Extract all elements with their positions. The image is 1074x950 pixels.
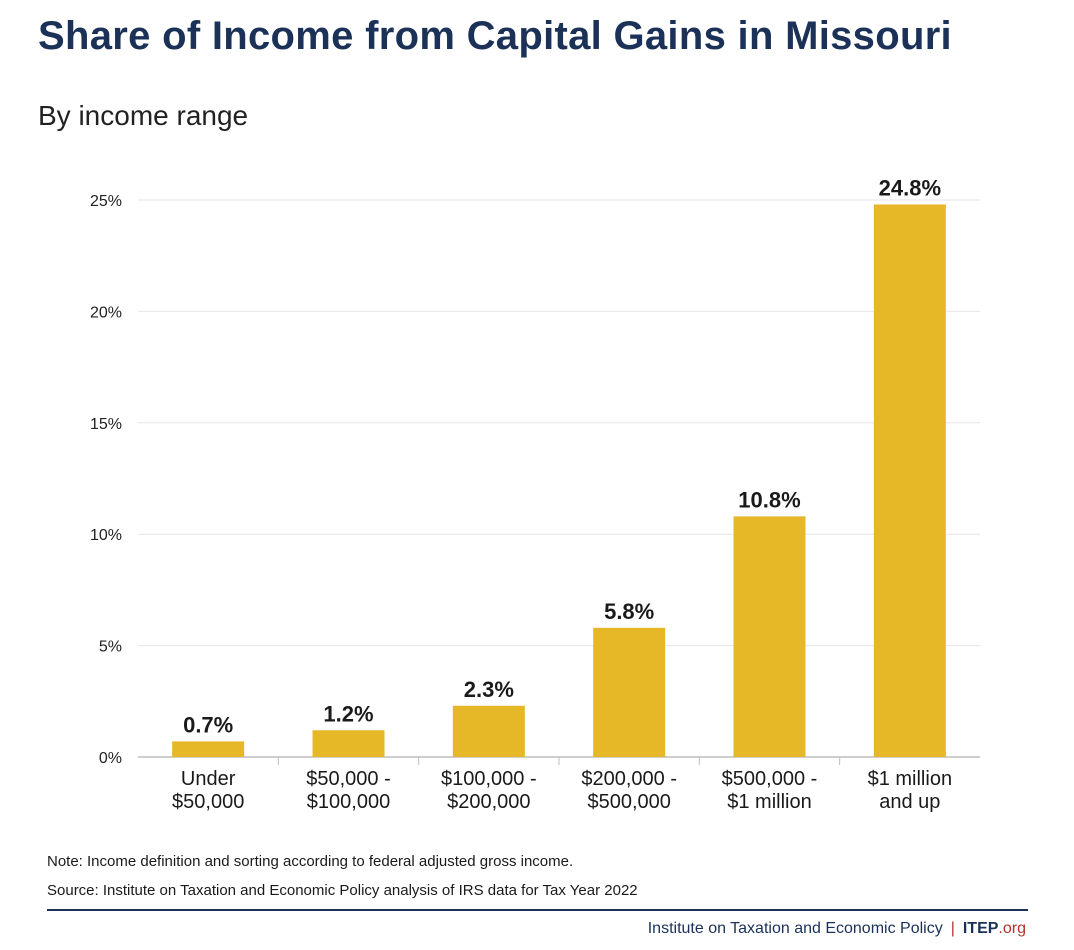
y-tick-label: 10% — [90, 527, 122, 544]
y-tick-label: 25% — [90, 193, 122, 210]
bar — [733, 516, 806, 757]
bar-chart: 0% 5% 10% 15% 20% 25% 0.7% Under $50,000 1.2% $50,… — [90, 175, 980, 813]
data-label: 5.8% — [604, 599, 654, 624]
x-tick-label: $1 million and up — [868, 768, 952, 813]
footer-separator: | — [950, 920, 955, 937]
itep-logo-suffix: .org — [998, 920, 1026, 937]
data-label: 10.8% — [738, 487, 800, 512]
x-tick-label: $200,000 -$500,000 — [581, 768, 677, 813]
bar — [593, 627, 666, 757]
itep-logo: ITEP.org — [963, 920, 1026, 937]
bar — [172, 741, 245, 757]
data-label: 2.3% — [464, 677, 514, 702]
y-tick-label: 0% — [99, 750, 122, 767]
bar — [452, 705, 525, 757]
data-label: 1.2% — [323, 701, 373, 726]
chart-subtitle: By income range — [38, 100, 249, 131]
itep-logo-text: ITEP — [962, 920, 999, 937]
bar — [873, 204, 946, 757]
x-tick-label: $50,000 -$100,000 — [306, 768, 391, 813]
x-tick-label: Under $50,000 — [172, 768, 244, 813]
x-tick-label: $500,000 -$1 million — [722, 768, 818, 813]
chart-note: Note: Income definition and sorting acco… — [47, 853, 574, 870]
footer-org-name: Institute on Taxation and Economic Polic… — [647, 920, 943, 937]
y-tick-label: 20% — [90, 304, 122, 321]
footer-credit: Institute on Taxation and Economic Polic… — [648, 920, 1026, 938]
y-tick-label: 15% — [90, 416, 122, 433]
chart-title: Share of Income from Capital Gains in Mi… — [38, 14, 952, 58]
data-label: 24.8% — [879, 175, 941, 200]
y-tick-label: 5% — [99, 639, 122, 656]
footer-divider — [47, 909, 1028, 911]
x-tick-label: $100,000 -$200,000 — [441, 768, 537, 813]
chart-source: Source: Institute on Taxation and Econom… — [47, 882, 638, 899]
data-label: 0.7% — [183, 712, 233, 737]
bar — [312, 730, 385, 757]
